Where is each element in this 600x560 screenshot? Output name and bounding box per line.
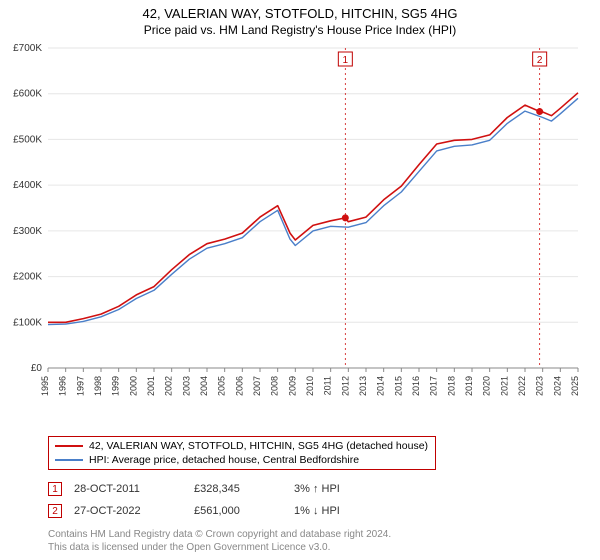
legend-swatch-hpi [55,459,83,461]
svg-text:2006: 2006 [234,376,244,396]
svg-text:2016: 2016 [411,376,421,396]
sale-row: 1 28-OCT-2011 £328,345 3% ↑ HPI [48,478,384,500]
sale-marker-badge: 2 [48,504,62,518]
svg-text:£500K: £500K [13,134,42,145]
svg-text:1997: 1997 [75,376,85,396]
svg-text:2021: 2021 [499,376,509,396]
credits: Contains HM Land Registry data © Crown c… [48,529,391,554]
svg-text:2008: 2008 [270,376,280,396]
svg-text:2015: 2015 [393,376,403,396]
sale-price: £328,345 [194,483,294,495]
svg-text:£600K: £600K [13,89,42,100]
svg-text:£700K: £700K [13,43,42,54]
svg-text:£0: £0 [31,363,43,374]
svg-text:1: 1 [343,55,349,66]
svg-text:2025: 2025 [570,376,580,396]
sale-diff: 1% ↓ HPI [294,505,384,517]
svg-text:2017: 2017 [429,376,439,396]
svg-text:2020: 2020 [482,376,492,396]
svg-text:£200K: £200K [13,272,42,283]
svg-text:2024: 2024 [552,376,562,396]
svg-text:1998: 1998 [93,376,103,396]
svg-text:2001: 2001 [146,376,156,396]
sales-table: 1 28-OCT-2011 £328,345 3% ↑ HPI 2 27-OCT… [48,478,384,522]
legend-item: 42, VALERIAN WAY, STOTFOLD, HITCHIN, SG5… [55,439,429,453]
svg-text:2012: 2012 [340,376,350,396]
chart-svg: £0£100K£200K£300K£400K£500K£600K£700K199… [48,48,578,400]
svg-text:2004: 2004 [199,376,209,396]
svg-text:2000: 2000 [128,376,138,396]
svg-text:£100K: £100K [13,317,42,328]
svg-text:£300K: £300K [13,226,42,237]
svg-text:2014: 2014 [376,376,386,396]
svg-text:1999: 1999 [111,376,121,396]
chart-title: 42, VALERIAN WAY, STOTFOLD, HITCHIN, SG5… [0,6,600,21]
svg-text:2013: 2013 [358,376,368,396]
credits-line: Contains HM Land Registry data © Crown c… [48,529,391,542]
svg-text:2010: 2010 [305,376,315,396]
legend: 42, VALERIAN WAY, STOTFOLD, HITCHIN, SG5… [48,436,436,470]
sale-diff: 3% ↑ HPI [294,483,384,495]
svg-text:2003: 2003 [181,376,191,396]
title-block: 42, VALERIAN WAY, STOTFOLD, HITCHIN, SG5… [0,0,600,37]
credits-line: This data is licensed under the Open Gov… [48,542,391,555]
sale-date: 28-OCT-2011 [74,483,194,495]
svg-text:2011: 2011 [323,376,333,395]
sale-date: 27-OCT-2022 [74,505,194,517]
chart-container: 42, VALERIAN WAY, STOTFOLD, HITCHIN, SG5… [0,0,600,560]
svg-text:2019: 2019 [464,376,474,396]
sale-row: 2 27-OCT-2022 £561,000 1% ↓ HPI [48,500,384,522]
svg-text:2005: 2005 [217,376,227,396]
svg-text:2023: 2023 [535,376,545,396]
svg-text:2022: 2022 [517,376,527,396]
svg-text:£400K: £400K [13,180,42,191]
svg-text:2002: 2002 [164,376,174,396]
sale-price: £561,000 [194,505,294,517]
svg-text:2018: 2018 [446,376,456,396]
chart-area: £0£100K£200K£300K£400K£500K£600K£700K199… [48,48,578,400]
chart-subtitle: Price paid vs. HM Land Registry's House … [0,23,600,37]
svg-text:2007: 2007 [252,376,262,396]
legend-item: HPI: Average price, detached house, Cent… [55,453,429,467]
legend-label: 42, VALERIAN WAY, STOTFOLD, HITCHIN, SG5… [89,440,428,452]
legend-swatch-property [55,445,83,447]
svg-text:1995: 1995 [40,376,50,396]
sale-marker-badge: 1 [48,482,62,496]
legend-label: HPI: Average price, detached house, Cent… [89,454,359,466]
svg-text:2009: 2009 [287,376,297,396]
svg-text:1996: 1996 [58,376,68,396]
svg-text:2: 2 [537,55,543,66]
